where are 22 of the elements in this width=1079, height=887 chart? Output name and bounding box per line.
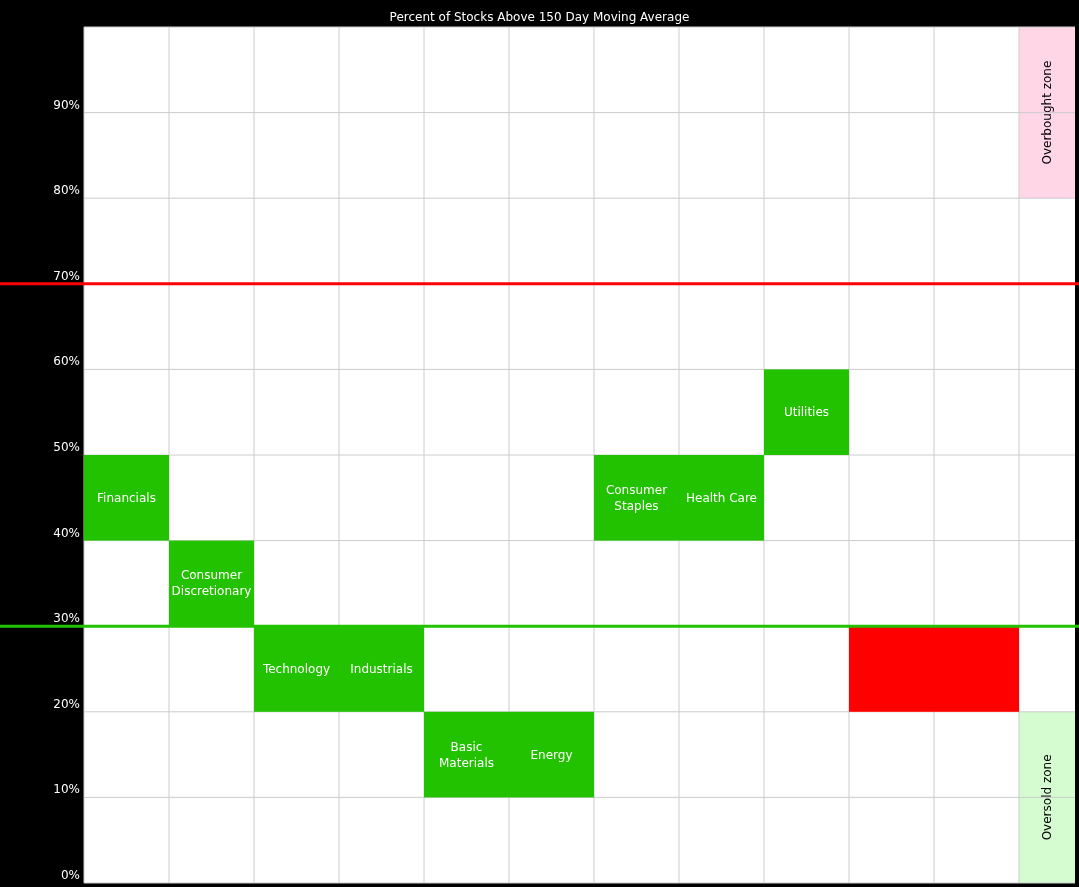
y-tick-label: 90% xyxy=(53,97,80,112)
x-tick-label: Financials xyxy=(97,490,156,505)
x-tick-label: Technology xyxy=(261,662,331,676)
x-tick-label: Health Care xyxy=(685,490,758,505)
y-tick-label: 0% xyxy=(60,868,80,882)
chart-title: Percent of Stocks Above 150 Day Moving Average xyxy=(389,9,690,24)
y-tick-label: 50% xyxy=(53,440,80,454)
y-tick-label: 70% xyxy=(53,268,80,283)
band-label: Oversold zone xyxy=(1040,754,1054,841)
y-tick-label: 10% xyxy=(53,782,80,797)
x-tick-label: Energy xyxy=(530,747,573,762)
y-tick-label: 40% xyxy=(53,525,80,540)
y-tick-label: 80% xyxy=(53,183,80,198)
x-tick-label: Utilities xyxy=(783,405,830,420)
y-tick-label: 30% xyxy=(53,611,80,626)
y-tick-label: 20% xyxy=(53,696,80,711)
x-tick-label: Consumer Staples xyxy=(605,482,668,513)
band-label: Overbought zone xyxy=(1040,60,1054,165)
x-tick-label: Consumer Discretionary xyxy=(171,568,252,599)
x-tick-label: Industrials xyxy=(350,662,413,676)
y-tick-label: 60% xyxy=(53,354,80,369)
x-tick-label: Basic Materials xyxy=(438,739,495,770)
